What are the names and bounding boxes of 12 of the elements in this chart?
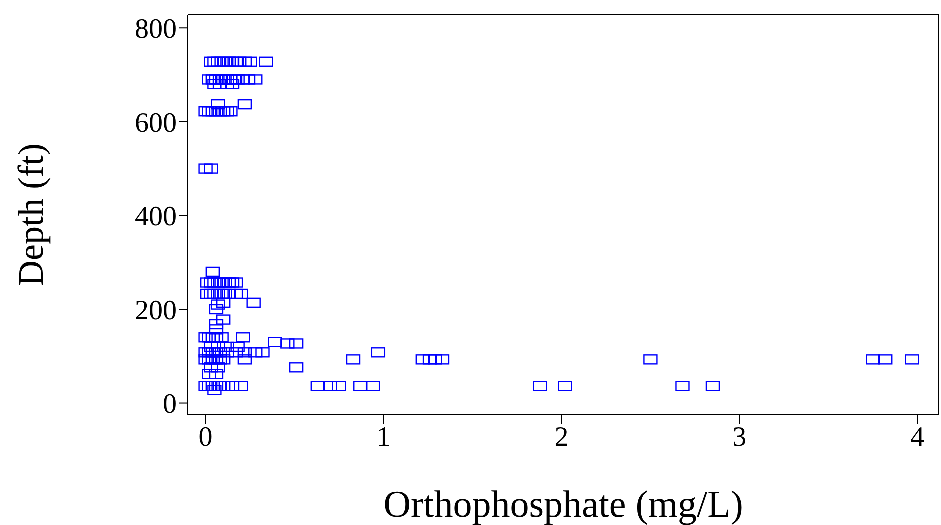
y-tick-label: 800 bbox=[135, 14, 177, 46]
y-tick-label: 600 bbox=[135, 108, 177, 139]
y-tick-label: 400 bbox=[135, 202, 177, 233]
x-axis-title: Orthophosphate (mg/L) bbox=[384, 484, 744, 525]
y-tick-label: 200 bbox=[135, 295, 177, 326]
x-tick-label: 2 bbox=[554, 422, 569, 453]
x-tick-label: 3 bbox=[732, 422, 747, 453]
x-tick-label: 0 bbox=[198, 422, 213, 453]
x-tick-label: 1 bbox=[376, 422, 391, 453]
y-axis-title: Depth (ft) bbox=[10, 144, 51, 286]
y-tick-label: 0 bbox=[163, 389, 177, 420]
x-tick-label: 4 bbox=[910, 422, 925, 453]
